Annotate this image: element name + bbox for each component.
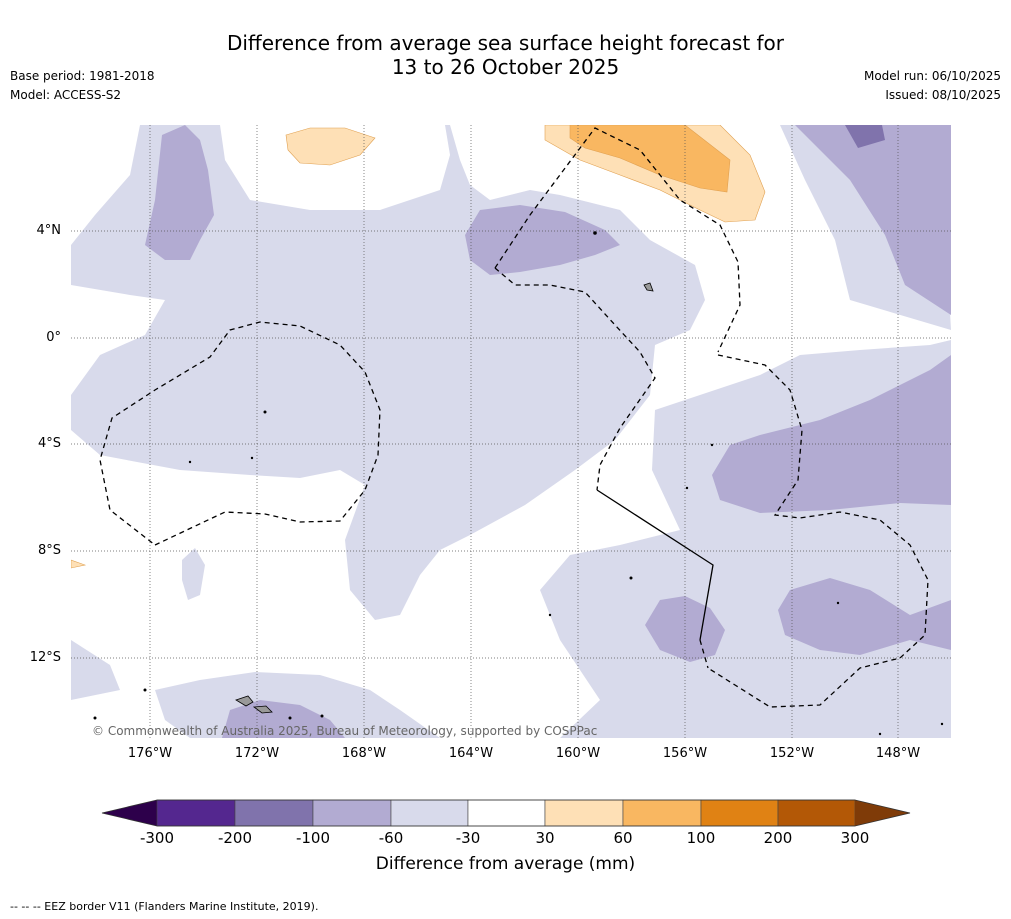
atoll-marker [263, 410, 267, 414]
model-name: Model: ACCESS-S2 [10, 88, 122, 102]
colorbar-segment [700, 799, 779, 827]
lat-label-12s: 12°S [29, 650, 61, 665]
atoll-marker [940, 722, 944, 726]
atoll-marker [320, 714, 324, 718]
colorbar [101, 799, 911, 827]
colorbar-tick: 300 [840, 829, 870, 847]
eez-border-french-polynesia [707, 354, 929, 708]
base-period: Base period: 1981-2018 [10, 69, 155, 83]
colorbar-extend-low [102, 800, 157, 826]
colorbar-outline [101, 799, 911, 827]
colorbar-tick: -60 [378, 829, 404, 847]
colorbar-segment [156, 799, 236, 827]
atoll-marker [188, 460, 192, 464]
atoll-marker [710, 443, 714, 447]
copyright-notice: © Commonwealth of Australia 2025, Bureau… [92, 724, 598, 738]
graticule [71, 125, 951, 738]
contour-neg60-west [145, 125, 214, 260]
contour-neg30-small [182, 548, 205, 600]
colorbar-tick: 30 [535, 829, 555, 847]
lon-label-176w: 176°W [127, 746, 173, 761]
lon-label-164w: 164°W [448, 746, 494, 761]
colorbar-segment [777, 799, 856, 827]
lon-label-160w: 160°W [555, 746, 601, 761]
colorbar-segment [622, 799, 702, 827]
lon-label-152w: 152°W [769, 746, 815, 761]
colorbar-tick: -30 [455, 829, 481, 847]
eez-borders [99, 127, 929, 708]
island-savaii [235, 695, 254, 707]
model-run: Model run: 06/10/2025 [863, 69, 1001, 83]
lat-label-4n: 4°N [36, 223, 62, 238]
map-area [71, 125, 951, 738]
atoll-marker [878, 732, 882, 736]
eez-border-cook-islands [699, 639, 709, 669]
atoll-marker [836, 601, 840, 605]
contour-neg60-southeast [778, 578, 951, 655]
contour-pos30-northwest [285, 127, 376, 166]
colorbar-tick: -100 [295, 829, 331, 847]
atoll-marker [250, 456, 254, 460]
map-title: Difference from average sea surface heig… [0, 31, 1011, 79]
atoll-marker [685, 486, 689, 490]
colorbar-tick: -200 [217, 829, 253, 847]
contour-pos60-north [569, 125, 731, 193]
atoll-marker [593, 231, 597, 235]
atolls [93, 231, 944, 736]
title-line-1: Difference from average sea surface heig… [226, 31, 785, 55]
contour-neg60-southwest [222, 700, 345, 738]
base-info: Base period: 1981-2018 Model: ACCESS-S2 [10, 67, 155, 105]
atoll-marker [93, 716, 97, 720]
title-line-2: 13 to 26 October 2025 [391, 55, 620, 79]
colorbar-segment [467, 799, 546, 827]
run-info: Model run: 06/10/2025 Issued: 08/10/2025 [864, 67, 1001, 105]
eez-border-kiribati-line [494, 267, 656, 491]
contour-pos30-west-edge [71, 559, 87, 569]
colorbar-tick: 100 [686, 829, 716, 847]
contour-neg30-southwest [71, 640, 120, 700]
atoll-marker [629, 576, 633, 580]
eez-footnote: -- -- -- EEZ border V11 (Flanders Marine… [10, 900, 319, 913]
islands [235, 282, 654, 714]
eez-border-kiribati-north [494, 127, 741, 353]
lat-label-0: 0° [46, 330, 61, 345]
colorbar-extend-high [855, 800, 910, 826]
contour-neg60-east [712, 355, 951, 513]
lon-label-156w: 156°W [662, 746, 708, 761]
atoll-marker [288, 716, 292, 720]
issued-date: Issued: 08/10/2025 [885, 88, 1001, 102]
lon-label-168w: 168°W [341, 746, 387, 761]
atoll-marker [143, 688, 147, 692]
colorbar-title: Difference from average (mm) [375, 854, 636, 874]
lat-label-4s: 4°S [37, 436, 61, 451]
colorbar-tick: -300 [139, 829, 175, 847]
lon-label-172w: 172°W [234, 746, 280, 761]
eez-border-solid [596, 489, 714, 641]
contour-neg60-northeast [795, 125, 951, 315]
contour-neg60-central [465, 205, 620, 275]
eez-border-tokelau [99, 321, 381, 546]
colorbar-segment [312, 799, 392, 827]
island-upolu [252, 705, 273, 714]
colorbar-segment [390, 799, 469, 827]
island-kiritimati [643, 282, 654, 292]
colorbar-tick: 60 [613, 829, 633, 847]
colorbar-segment [544, 799, 624, 827]
lon-label-148w: 148°W [875, 746, 921, 761]
colorbar-tick: 200 [763, 829, 793, 847]
contour-neg100-northeast [845, 125, 885, 148]
lat-label-8s: 8°S [37, 543, 61, 558]
colorbar-segment [234, 799, 314, 827]
atoll-marker [548, 613, 552, 617]
